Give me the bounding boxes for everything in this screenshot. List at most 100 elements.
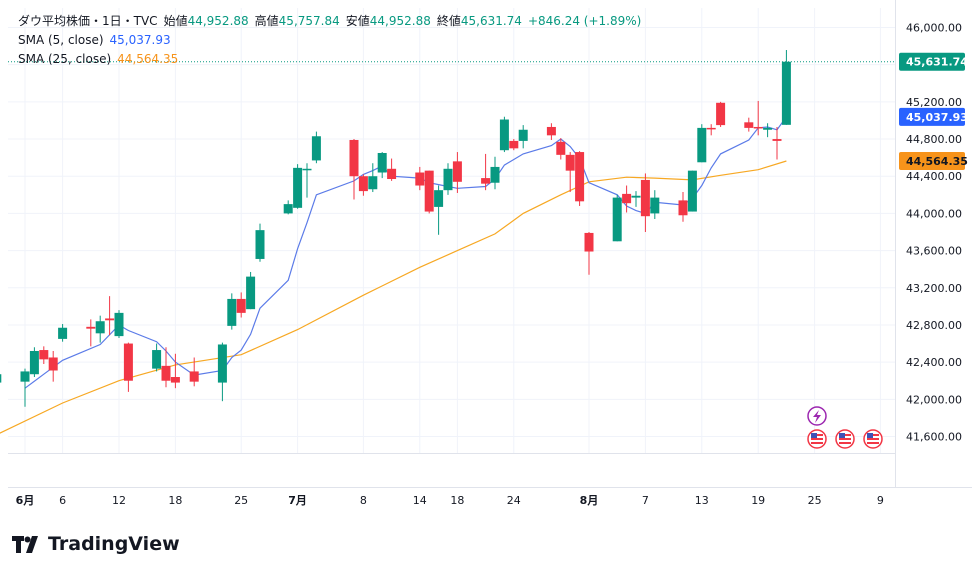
sma25-label: SMA (25, close) xyxy=(18,52,112,66)
candle-body xyxy=(236,298,246,313)
candle-body xyxy=(217,344,227,383)
candle-body xyxy=(781,61,791,125)
x-tick-label: 7月 xyxy=(288,494,307,507)
candle-body xyxy=(622,193,632,204)
sma25-legend-row[interactable]: SMA (25, close) 44,564.35 xyxy=(18,50,641,69)
candle-body xyxy=(227,298,237,326)
x-tick-label: 18 xyxy=(450,494,464,507)
last-price-tag-text: 45,631.74 xyxy=(906,56,968,69)
candle xyxy=(415,166,425,191)
last-price-tag-bg xyxy=(899,52,965,71)
candle-body xyxy=(302,168,312,171)
candle xyxy=(575,151,585,206)
high-label: 高値 xyxy=(254,14,279,28)
chart-legend: ダウ平均株価・1日・TVC 始値44,952.88 高値45,757.84 安値… xyxy=(18,12,641,69)
x-axis[interactable]: 6月 6 12 18 25 7月 8 14 18 24 8月 7 13 19 25 9 xyxy=(16,494,884,507)
high-value: 45,757.84 xyxy=(278,14,340,28)
candle-body xyxy=(349,139,359,177)
y-tick-label: 44,400.00 xyxy=(906,170,962,183)
sma5-tag-text: 45,037.93 xyxy=(906,111,968,124)
candle xyxy=(387,158,397,181)
sma25-tag-bg xyxy=(899,151,965,170)
sma5-tag-bg xyxy=(899,107,965,126)
x-tick-label: 25 xyxy=(234,494,248,507)
event-markers[interactable] xyxy=(807,406,883,449)
y-tick-label: 42,400.00 xyxy=(906,356,962,369)
candle-body xyxy=(311,136,321,161)
candle xyxy=(753,100,763,136)
candle xyxy=(114,310,124,338)
sma25-tag-text: 44,564.35 xyxy=(906,155,968,168)
candle-body xyxy=(556,141,566,155)
dividend-event-icon[interactable] xyxy=(807,406,827,426)
y-tick-label: 44,000.00 xyxy=(906,207,962,220)
candle xyxy=(189,357,199,387)
candle-body xyxy=(105,318,115,321)
candle xyxy=(293,164,303,209)
x-tick-label: 8月 xyxy=(580,494,599,507)
candle xyxy=(678,192,688,222)
symbol-label[interactable]: ダウ平均株価・1日・TVC xyxy=(18,14,158,28)
tradingview-logo-icon xyxy=(12,535,38,553)
candle xyxy=(650,190,660,219)
candle-body xyxy=(255,230,265,259)
us-flag-icon[interactable] xyxy=(863,429,883,449)
low-value: 44,952.88 xyxy=(369,14,431,28)
candle-body xyxy=(114,312,124,337)
ohlc-row: ダウ平均株価・1日・TVC 始値44,952.88 高値45,757.84 安値… xyxy=(18,12,641,31)
candle xyxy=(763,123,773,138)
x-tick-label: 24 xyxy=(507,494,521,507)
brand-name: TradingView xyxy=(48,533,180,555)
candle-body xyxy=(631,195,641,198)
candle xyxy=(452,152,462,193)
candle xyxy=(105,296,115,336)
change-value: +846.24 (+1.89%) xyxy=(527,14,642,28)
candle xyxy=(39,346,49,364)
candle-body xyxy=(753,126,763,129)
us-flag-icon[interactable] xyxy=(807,429,827,449)
candles xyxy=(0,50,791,407)
candle-body xyxy=(58,327,68,339)
y-tick-label: 42,000.00 xyxy=(906,393,962,406)
candle xyxy=(424,170,434,214)
candle-body xyxy=(650,197,660,214)
candle-body xyxy=(772,139,782,141)
sma5-value: 45,037.93 xyxy=(109,33,171,47)
candle-body xyxy=(499,119,509,151)
sma25-tag: 44,564.35 xyxy=(899,151,968,170)
candle-body xyxy=(518,129,528,141)
candle xyxy=(358,174,368,196)
candle-body xyxy=(744,122,754,128)
candle xyxy=(170,353,180,389)
candle xyxy=(123,342,133,392)
candle-body xyxy=(706,127,716,130)
y-tick-label: 41,600.00 xyxy=(906,431,962,444)
low-label: 安値 xyxy=(345,14,370,28)
candle xyxy=(95,315,105,343)
candle-body xyxy=(640,179,650,217)
candle xyxy=(518,125,528,149)
candle-body xyxy=(490,166,500,183)
candle-body xyxy=(123,343,133,381)
candle xyxy=(781,50,791,125)
candle xyxy=(86,319,96,347)
us-flag-icon[interactable] xyxy=(835,429,855,449)
candle xyxy=(302,163,312,198)
candle xyxy=(443,163,453,195)
candle xyxy=(622,185,632,213)
x-tick-label: 7 xyxy=(642,494,649,507)
candle xyxy=(499,116,509,153)
candle-body xyxy=(509,140,519,149)
tradingview-logo[interactable]: TradingView xyxy=(12,533,180,555)
sma5-tag: 45,037.93 xyxy=(899,107,968,126)
candle xyxy=(697,124,707,163)
y-axis[interactable]: 41,600.00 42,000.00 42,400.00 42,800.00 43,2… xyxy=(899,22,968,444)
sma5-legend-row[interactable]: SMA (5, close) 45,037.93 xyxy=(18,31,641,50)
sma25-value: 44,564.35 xyxy=(117,52,179,66)
candle-body xyxy=(358,176,368,192)
candle-body xyxy=(0,374,2,383)
candle-body xyxy=(152,350,162,369)
candle xyxy=(20,368,30,407)
